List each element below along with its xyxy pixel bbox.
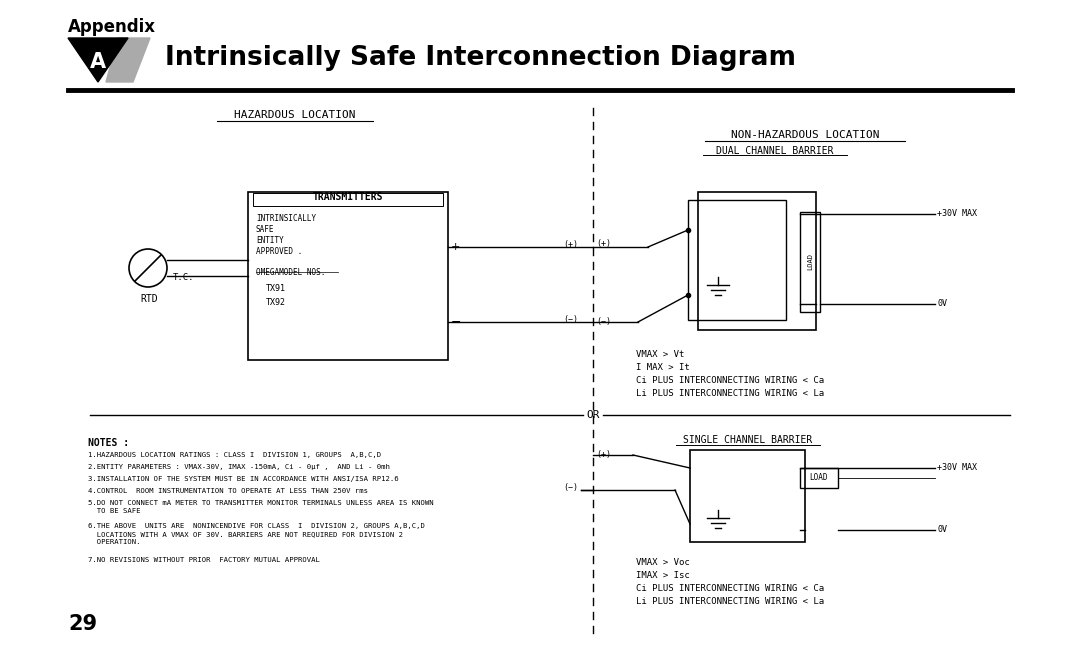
Text: HAZARDOUS LOCATION: HAZARDOUS LOCATION: [234, 110, 355, 120]
Text: OR: OR: [586, 410, 599, 420]
Text: IMAX > Isc: IMAX > Isc: [636, 571, 690, 580]
Text: Li PLUS INTERCONNECTING WIRING < La: Li PLUS INTERCONNECTING WIRING < La: [636, 389, 824, 398]
Text: VMAX > Vt: VMAX > Vt: [636, 350, 685, 359]
Text: (−): (−): [596, 317, 611, 326]
Text: SAFE: SAFE: [256, 225, 274, 234]
Text: TRANSMITTERS: TRANSMITTERS: [313, 192, 383, 202]
Text: INTRINSICALLY: INTRINSICALLY: [256, 214, 316, 223]
Text: APPROVED .: APPROVED .: [256, 247, 302, 256]
Text: TX92: TX92: [266, 298, 286, 307]
Text: TX91: TX91: [266, 284, 286, 293]
Text: Ci PLUS INTERCONNECTING WIRING < Ca: Ci PLUS INTERCONNECTING WIRING < Ca: [636, 584, 824, 593]
Bar: [800, 212, 820, 312]
Polygon shape: [106, 38, 150, 82]
Text: LOAD: LOAD: [810, 474, 828, 483]
Bar: [248, 192, 448, 360]
Text: Intrinsically Safe Interconnection Diagram: Intrinsically Safe Interconnection Diagr…: [165, 45, 796, 71]
Text: SINGLE CHANNEL BARRIER: SINGLE CHANNEL BARRIER: [683, 435, 812, 445]
Text: T.C.: T.C.: [173, 273, 194, 282]
Text: RTD: RTD: [140, 294, 158, 304]
Text: 7.NO REVISIONS WITHOUT PRIOR  FACTORY MUTUAL APPROVAL: 7.NO REVISIONS WITHOUT PRIOR FACTORY MUT…: [87, 557, 320, 563]
Text: 29: 29: [68, 614, 97, 634]
Text: 6.THE ABOVE  UNITS ARE  NONINCENDIVE FOR CLASS  I  DIVISION 2, GROUPS A,B,C,D
  : 6.THE ABOVE UNITS ARE NONINCENDIVE FOR C…: [87, 523, 424, 545]
Text: 0V: 0V: [937, 299, 947, 308]
Text: +: +: [451, 242, 460, 252]
Bar: [698, 192, 816, 330]
Text: Li PLUS INTERCONNECTING WIRING < La: Li PLUS INTERCONNECTING WIRING < La: [636, 597, 824, 606]
Text: OMEGAMODEL NOS.: OMEGAMODEL NOS.: [256, 268, 325, 277]
Bar: [690, 450, 805, 542]
Text: 0V: 0V: [937, 526, 947, 535]
Text: (−): (−): [563, 315, 578, 324]
Text: 1.HAZARDOUS LOCATION RATINGS : CLASS I  DIVISION 1, GROUPS  A,B,C,D: 1.HAZARDOUS LOCATION RATINGS : CLASS I D…: [87, 452, 381, 458]
Text: 5.DO NOT CONNECT mA METER TO TRANSMITTER MONITOR TERMINALS UNLESS AREA IS KNOWN
: 5.DO NOT CONNECT mA METER TO TRANSMITTER…: [87, 500, 434, 514]
Bar: [253, 193, 443, 206]
Text: 2.ENTITY PARAMETERS : VMAX-30V, IMAX -150mA, Ci - 0μf ,  AND Li - 0mh: 2.ENTITY PARAMETERS : VMAX-30V, IMAX -15…: [87, 464, 390, 470]
Text: I MAX > It: I MAX > It: [636, 363, 690, 372]
Text: VMAX > Voc: VMAX > Voc: [636, 558, 690, 567]
Polygon shape: [68, 38, 129, 82]
Bar: [800, 468, 838, 488]
Text: DUAL CHANNEL BARRIER: DUAL CHANNEL BARRIER: [716, 146, 834, 156]
Text: Ci PLUS INTERCONNECTING WIRING < Ca: Ci PLUS INTERCONNECTING WIRING < Ca: [636, 376, 824, 385]
Text: ENTITY: ENTITY: [256, 236, 284, 245]
Text: (+): (+): [596, 450, 611, 459]
Text: (+): (+): [596, 239, 611, 248]
Text: 3.INSTALLATION OF THE SYSTEM MUST BE IN ACCORDANCE WITH ANSI/ISA RP12.6: 3.INSTALLATION OF THE SYSTEM MUST BE IN …: [87, 476, 399, 482]
Text: −: −: [451, 316, 461, 329]
Text: LOAD: LOAD: [807, 253, 813, 270]
Text: NON-HAZARDOUS LOCATION: NON-HAZARDOUS LOCATION: [731, 130, 879, 140]
Text: (+): (+): [563, 240, 578, 249]
Bar: [688, 200, 786, 320]
Text: A: A: [90, 52, 106, 72]
Text: NOTES :: NOTES :: [87, 438, 130, 448]
Text: Appendix: Appendix: [68, 18, 156, 36]
Text: 4.CONTROL  ROOM INSTRUMENTATION TO OPERATE AT LESS THAN 250V rms: 4.CONTROL ROOM INSTRUMENTATION TO OPERAT…: [87, 488, 368, 494]
Text: +30V MAX: +30V MAX: [937, 463, 977, 472]
Text: (−): (−): [563, 483, 578, 492]
Text: +30V MAX: +30V MAX: [937, 209, 977, 218]
